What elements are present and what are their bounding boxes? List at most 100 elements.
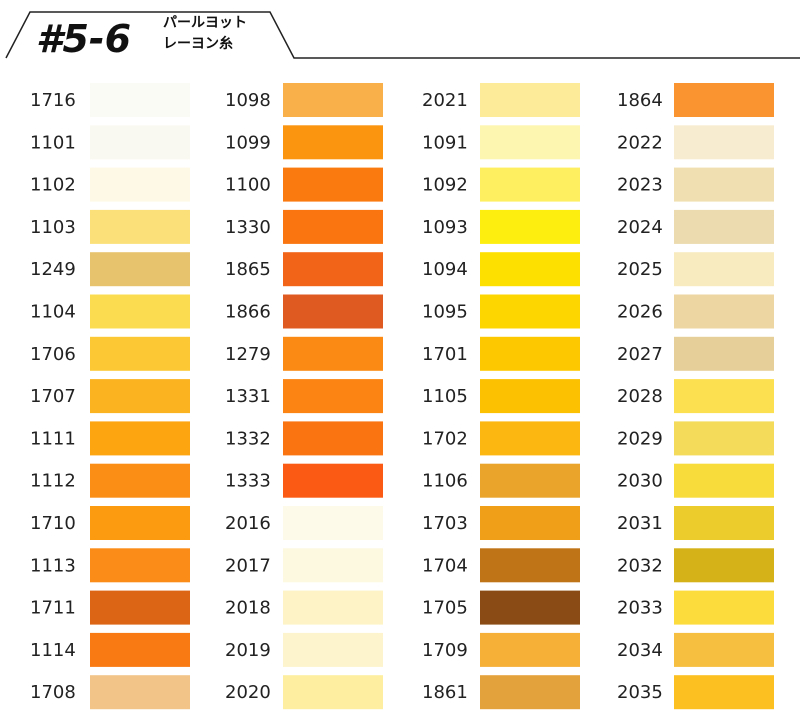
color-swatch xyxy=(283,294,383,329)
color-code: 1094 xyxy=(422,259,468,280)
color-swatch xyxy=(480,463,580,498)
color-swatch xyxy=(283,83,383,117)
color-swatch xyxy=(90,548,190,583)
color-swatch xyxy=(480,548,580,583)
color-swatch xyxy=(674,675,774,710)
color-swatch xyxy=(674,632,774,667)
color-code: 2022 xyxy=(617,132,663,153)
color-code: 1705 xyxy=(422,598,468,619)
color-code: 1095 xyxy=(422,302,468,323)
color-swatch xyxy=(283,506,383,540)
color-swatch xyxy=(90,379,190,414)
color-code: 1333 xyxy=(225,471,271,492)
color-code: 1099 xyxy=(225,132,271,153)
color-swatch xyxy=(674,83,774,117)
color-code: 2016 xyxy=(225,513,271,534)
color-code: 1861 xyxy=(422,682,468,703)
header-code: #5-6 xyxy=(36,17,131,61)
color-swatch xyxy=(674,548,774,583)
color-code: 2023 xyxy=(617,175,663,196)
color-code: 1111 xyxy=(30,428,76,449)
color-swatch xyxy=(480,125,580,160)
color-code: 2032 xyxy=(617,555,663,576)
color-swatch xyxy=(90,83,190,117)
color-swatch xyxy=(283,675,383,710)
color-swatch xyxy=(674,252,774,287)
color-swatch xyxy=(480,252,580,287)
color-swatch xyxy=(90,632,190,667)
color-swatch xyxy=(283,590,383,625)
color-swatch xyxy=(90,421,190,456)
color-swatch xyxy=(480,167,580,202)
color-swatch xyxy=(674,590,774,625)
color-code: 2034 xyxy=(617,640,663,661)
color-code: 1703 xyxy=(422,513,468,534)
color-swatch xyxy=(283,252,383,287)
color-swatch xyxy=(283,463,383,498)
color-code: 2028 xyxy=(617,386,663,407)
color-code: 1710 xyxy=(30,513,76,534)
color-swatch xyxy=(283,336,383,371)
color-swatch xyxy=(90,209,190,244)
color-swatch xyxy=(90,167,190,202)
color-code: 1091 xyxy=(422,132,468,153)
color-swatch xyxy=(480,590,580,625)
color-code: 1100 xyxy=(225,175,271,196)
color-code: 2020 xyxy=(225,682,271,703)
color-swatch xyxy=(674,209,774,244)
color-code: 2025 xyxy=(617,259,663,280)
color-swatch xyxy=(283,421,383,456)
color-swatch xyxy=(283,167,383,202)
color-code: 1331 xyxy=(225,386,271,407)
color-swatch xyxy=(90,463,190,498)
color-swatch xyxy=(674,125,774,160)
color-code: 2018 xyxy=(225,598,271,619)
color-swatch xyxy=(90,336,190,371)
color-code: 1708 xyxy=(30,682,76,703)
color-code: 1113 xyxy=(30,555,76,576)
color-code: 2033 xyxy=(617,598,663,619)
color-code: 1866 xyxy=(225,302,271,323)
color-swatch xyxy=(674,294,774,329)
color-swatch xyxy=(480,209,580,244)
color-swatch xyxy=(283,125,383,160)
color-swatch xyxy=(480,294,580,329)
color-code: 1093 xyxy=(422,217,468,238)
color-code: 1330 xyxy=(225,217,271,238)
color-swatch xyxy=(283,632,383,667)
color-code: 2035 xyxy=(617,682,663,703)
color-swatch xyxy=(283,548,383,583)
color-code: 1716 xyxy=(30,90,76,111)
color-swatch xyxy=(674,421,774,456)
color-swatch xyxy=(90,294,190,329)
color-code: 1332 xyxy=(225,428,271,449)
color-code: 1864 xyxy=(617,90,663,111)
color-code: 1701 xyxy=(422,344,468,365)
header-line2: レーヨン糸 xyxy=(163,35,233,52)
header-line1: パールヨット xyxy=(163,15,247,31)
color-code: 1279 xyxy=(225,344,271,365)
color-code: 1865 xyxy=(225,259,271,280)
color-swatch xyxy=(480,336,580,371)
color-swatch xyxy=(674,336,774,371)
color-code: 1707 xyxy=(30,386,76,407)
color-swatch xyxy=(674,463,774,498)
color-code: 1706 xyxy=(30,344,76,365)
color-code: 1104 xyxy=(30,302,76,323)
color-swatch xyxy=(90,252,190,287)
color-swatch xyxy=(283,209,383,244)
color-swatch xyxy=(674,167,774,202)
color-code: 1702 xyxy=(422,428,468,449)
color-code: 2031 xyxy=(617,513,663,534)
color-code: 1102 xyxy=(30,175,76,196)
color-code: 2017 xyxy=(225,555,271,576)
color-swatch xyxy=(90,590,190,625)
color-code: 1114 xyxy=(30,640,76,661)
color-swatch xyxy=(283,379,383,414)
color-code: 1249 xyxy=(30,259,76,280)
color-swatch xyxy=(480,379,580,414)
color-code: 2019 xyxy=(225,640,271,661)
color-swatch xyxy=(90,675,190,710)
color-code: 1092 xyxy=(422,175,468,196)
